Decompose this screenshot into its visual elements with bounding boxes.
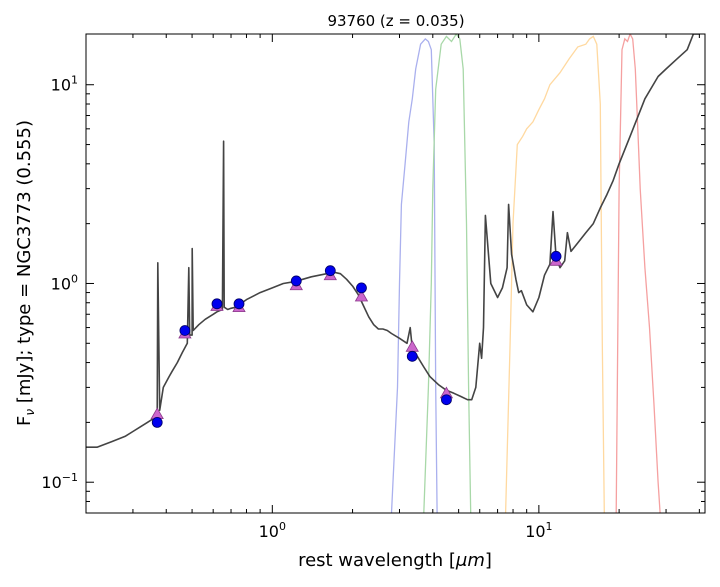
observed-flux-marker [550,250,562,262]
observed-flux-marker [233,298,245,310]
x-tick-label: 100 [259,520,286,541]
observed-flux-marker [356,282,367,294]
observed-flux-marker [290,275,302,287]
observed-flux-marker [441,394,452,406]
model-flux-marker [354,289,369,302]
y-tick-label: 101 [51,74,78,95]
filter-curve-3 [504,35,605,513]
filter-curve-4 [615,34,661,513]
observed-flux-marker [406,350,418,362]
y-tick-label: 10−1 [41,471,78,492]
observed-flux-marker [179,325,191,336]
observed-flux-marker [151,416,163,428]
x-axis-label: rest wavelength [μm] [298,550,492,571]
observed-flux-marker [324,265,336,277]
plot-frame [85,33,706,514]
filter-curve-1 [390,37,438,513]
y-tick-label: 100 [51,272,78,293]
y-axis-label: Fν [mJy]; type = NGC3773 (0.555) [14,120,37,426]
template-spectrum-line [86,34,700,448]
filter-curve-2 [423,34,472,513]
x-tick-label: 101 [525,520,552,541]
chart-title: 93760 (z = 0.035) [327,12,464,30]
observed-flux-marker [211,298,223,310]
model-flux-marker [405,340,419,352]
